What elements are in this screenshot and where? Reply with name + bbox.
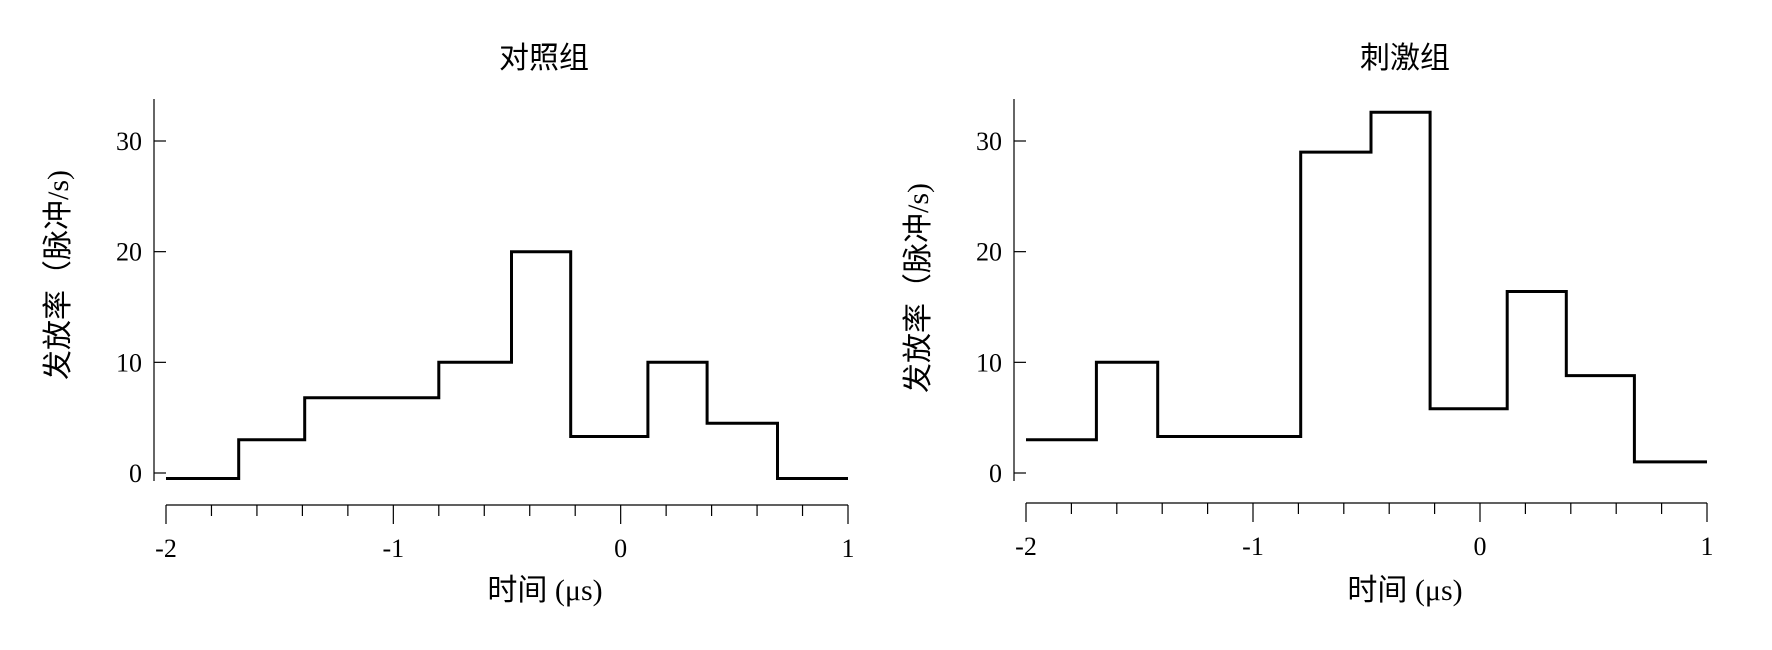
y-ticks: 0 10 20 30 [116,127,166,488]
y-tick-label: 30 [976,127,1002,156]
x-tick-label: 1 [842,534,855,563]
histogram-step-line [1026,110,1707,464]
y-axis-label: 发放率（脉冲/s) [902,183,935,393]
x-tick-label: -1 [1242,532,1264,561]
y-tick-label: 10 [976,348,1002,377]
chart-panel-control: 对照组 0 10 20 30 -2 -1 0 1 时间 (μs) 发放率（脉冲/s) [42,42,855,607]
chart-panel-stimulation: 刺激组 0 10 20 30 -2 -1 0 1 时间 (μs) 发放率（脉冲/s) [902,42,1714,607]
y-tick-label: 20 [976,238,1002,267]
x-ticks: -2 -1 0 1 [155,505,855,563]
x-ticks: -2 -1 0 1 [1015,503,1714,561]
y-axis-label: 发放率（脉冲/s) [42,170,75,380]
y-tick-label: 30 [116,127,142,156]
x-tick-label: -2 [1015,532,1037,561]
x-tick-label: -2 [155,534,177,563]
y-tick-label: 10 [116,348,142,377]
y-ticks: 0 10 20 30 [976,127,1026,488]
histogram-step-line [166,250,848,480]
y-tick-label: 0 [129,459,142,488]
y-tick-label: 0 [989,459,1002,488]
x-tick-label: 0 [614,534,627,563]
x-tick-label: 1 [1701,532,1714,561]
x-tick-label: 0 [1474,532,1487,561]
x-tick-label: -1 [382,534,404,563]
chart-title: 对照组 [499,42,589,75]
x-axis-label: 时间 (μs) [1347,574,1462,607]
chart-title: 刺激组 [1360,42,1450,75]
y-tick-label: 20 [116,238,142,267]
x-axis-label: 时间 (μs) [487,574,602,607]
